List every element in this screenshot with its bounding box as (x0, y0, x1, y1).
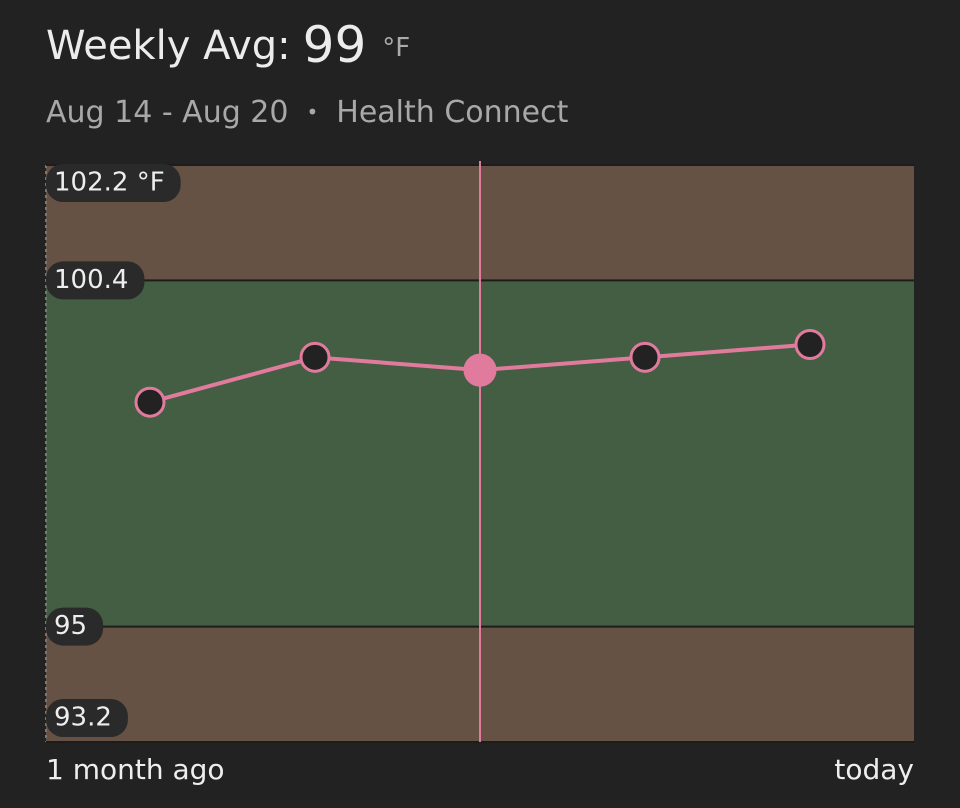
y-tick-pill (46, 607, 104, 646)
title-value: 99 (303, 16, 367, 74)
x-label: 1 month ago (46, 753, 225, 786)
y-tick: 95 (46, 607, 104, 646)
point (134, 386, 166, 418)
y-tick-label: 100.4 (54, 265, 128, 295)
y-tick: 102.2 °F (46, 164, 181, 202)
point (794, 329, 826, 361)
y-tick-label: 93.2 (54, 703, 112, 733)
source: Health Connect (336, 95, 568, 130)
point (629, 341, 661, 373)
title: Weekly Avg: 99 °F (46, 16, 410, 74)
y-tick: 100.4 (46, 261, 145, 300)
plot: 102.2 °F 100.4 95 93.2 (45, 161, 914, 743)
y-tick-label: 102.2 °F (54, 168, 165, 198)
subtitle: Aug 14 - Aug 20 • Health Connect (46, 95, 569, 130)
y-tick: 93.2 (46, 699, 128, 737)
point (299, 341, 331, 373)
y-tick-label: 95 (54, 611, 87, 641)
point (463, 353, 497, 387)
x-label: today (834, 753, 914, 786)
y-tick-pill (46, 164, 181, 202)
title-label: Weekly Avg: (46, 23, 291, 69)
title-unit: °F (382, 33, 410, 63)
y-tick-pill (46, 699, 128, 737)
y-tick-pill (46, 261, 145, 300)
separator: • (306, 100, 318, 124)
date-range: Aug 14 - Aug 20 (46, 95, 288, 130)
